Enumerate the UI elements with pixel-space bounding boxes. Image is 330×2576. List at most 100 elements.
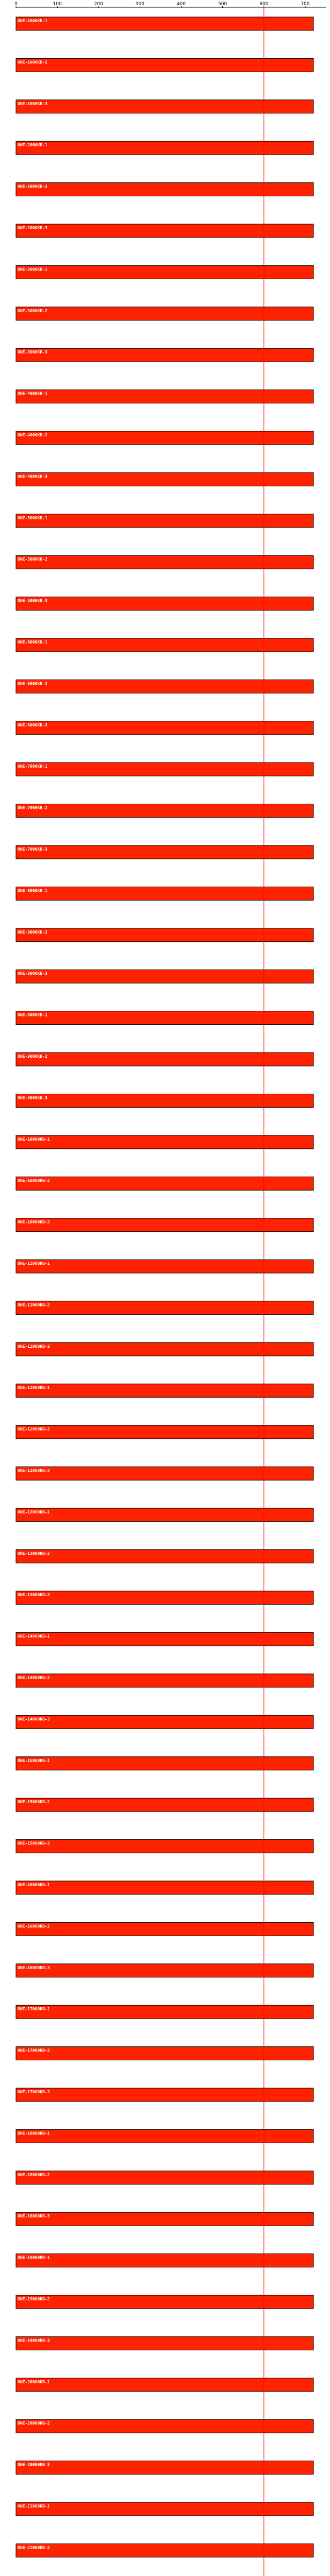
- bar: [15, 1880, 314, 1895]
- bar-label: ONE-1000KB-1: [18, 19, 47, 23]
- bar-label: ONE-5000KB-3: [18, 599, 47, 603]
- bar-label: ONE-1000KB-2: [18, 60, 47, 64]
- bar: [15, 514, 314, 528]
- bar: [15, 597, 314, 611]
- bar-label: ONE-3000KB-3: [18, 350, 47, 354]
- x-tick-label: 100: [53, 2, 62, 7]
- bar: [15, 58, 314, 72]
- bar-label: ONE-14000KB-1: [18, 1634, 50, 1639]
- bar-label: ONE-18000KB-1: [18, 2131, 50, 2136]
- bar: [15, 1218, 314, 1232]
- bar-label: ONE-10000KB-1: [18, 1137, 50, 1142]
- bar-label: ONE-13000KB-3: [18, 1592, 50, 1597]
- bar-label: ONE-21000KB-1: [18, 2504, 50, 2509]
- bar: [15, 804, 314, 818]
- bar-label: ONE-13000KB-2: [18, 1551, 50, 1556]
- bar-label: ONE-6000KB-1: [18, 640, 47, 645]
- bar-label: ONE-4000KB-3: [18, 474, 47, 479]
- bar-label: ONE-19000KB-3: [18, 2338, 50, 2343]
- bar: [15, 2088, 314, 2102]
- bar: [15, 1011, 314, 1025]
- bar-label: ONE-16000KB-3: [18, 1965, 50, 1970]
- x-tick-label: 300: [136, 2, 144, 7]
- bars-group: ONE-1000KB-1 ONE-1000KB-2 ONE-1000KB-3 ONE-…: [15, 16, 314, 2557]
- bar-label: ONE-19000KB-2: [18, 2297, 50, 2301]
- bar: [15, 2378, 314, 2392]
- bar: [15, 1549, 314, 1564]
- bar: [15, 1135, 314, 1149]
- bar-label: ONE-8000KB-3: [18, 971, 47, 976]
- bar: [15, 16, 314, 31]
- bar-label: ONE-15000KB-1: [18, 1758, 50, 1763]
- bar-label: ONE-20000KB-2: [18, 2421, 50, 2426]
- bar-label: ONE-8000KB-1: [18, 888, 47, 893]
- bar: [15, 2419, 314, 2433]
- bar: [15, 99, 314, 114]
- bar-label: ONE-16000KB-2: [18, 1924, 50, 1928]
- bar-label: ONE-18000KB-3: [18, 2214, 50, 2218]
- bar: [15, 1839, 314, 1854]
- bar-label: ONE-11000KB-3: [18, 1344, 50, 1349]
- bar: [15, 2336, 314, 2350]
- bar: [15, 1259, 314, 1274]
- bar-label: ONE-17000KB-3: [18, 2090, 50, 2094]
- bar-label: ONE-3000KB-2: [18, 309, 47, 313]
- bar: [15, 2461, 314, 2475]
- bar: [15, 1922, 314, 1936]
- bar-label: ONE-17000KB-2: [18, 2048, 50, 2053]
- bar-label: ONE-6000KB-3: [18, 723, 47, 727]
- bar-label: ONE-8000KB-2: [18, 930, 47, 935]
- bar-label: ONE-21000KB-2: [18, 2545, 50, 2550]
- bar-label: ONE-15000KB-2: [18, 1800, 50, 1804]
- bar: [15, 1466, 314, 1481]
- bar-label: ONE-13000KB-1: [18, 1510, 50, 1514]
- bar: [15, 2046, 314, 2061]
- bar: [15, 969, 314, 984]
- bar: [15, 182, 314, 197]
- bar-label: ONE-20000KB-3: [18, 2463, 50, 2467]
- bar-label: ONE-3000KB-1: [18, 267, 47, 272]
- bar: [15, 2543, 314, 2557]
- bar-label: ONE-14000KB-2: [18, 1675, 50, 1680]
- bar-label: ONE-4000KB-1: [18, 392, 47, 396]
- bar: [15, 638, 314, 652]
- bar-label: ONE-19000KB-1: [18, 2256, 50, 2260]
- bar: [15, 1342, 314, 1357]
- bar: [15, 2253, 314, 2268]
- bar: [15, 1673, 314, 1688]
- bar: [15, 1052, 314, 1066]
- bar: [15, 1590, 314, 1605]
- bar-label: ONE-4000KB-2: [18, 433, 47, 437]
- bar-label: ONE-9000KB-2: [18, 1054, 47, 1059]
- bar-label: ONE-14000KB-3: [18, 1717, 50, 1721]
- bar: [15, 141, 314, 155]
- bar-label: ONE-16000KB-1: [18, 1883, 50, 1887]
- bar: [15, 1963, 314, 1978]
- bar-label: ONE-12000KB-3: [18, 1468, 50, 1473]
- bar-label: ONE-11000KB-1: [18, 1261, 50, 1266]
- bar: [15, 1715, 314, 1729]
- bar: [15, 2171, 314, 2185]
- bar-label: ONE-7000KB-1: [18, 764, 47, 769]
- bar: [15, 1176, 314, 1191]
- bar: [15, 886, 314, 901]
- bar: [15, 928, 314, 942]
- bar: [15, 1507, 314, 1522]
- bar-label: ONE-17000KB-1: [18, 2007, 50, 2011]
- bar: [15, 721, 314, 735]
- bar: [15, 2129, 314, 2143]
- bar: [15, 431, 314, 445]
- bar-label: ONE-2000KB-2: [18, 184, 47, 189]
- bar: [15, 265, 314, 279]
- bar: [15, 472, 314, 486]
- bar: [15, 1093, 314, 1108]
- bar: [15, 1756, 314, 1771]
- bar-label: ONE-7000KB-2: [18, 806, 47, 810]
- bar: [15, 1425, 314, 1439]
- bar: [15, 1798, 314, 1812]
- bar-label: ONE-10000KB-3: [18, 1220, 50, 1225]
- bar-label: ONE-18000KB-2: [18, 2173, 50, 2177]
- bar: [15, 307, 314, 321]
- bar: [15, 762, 314, 776]
